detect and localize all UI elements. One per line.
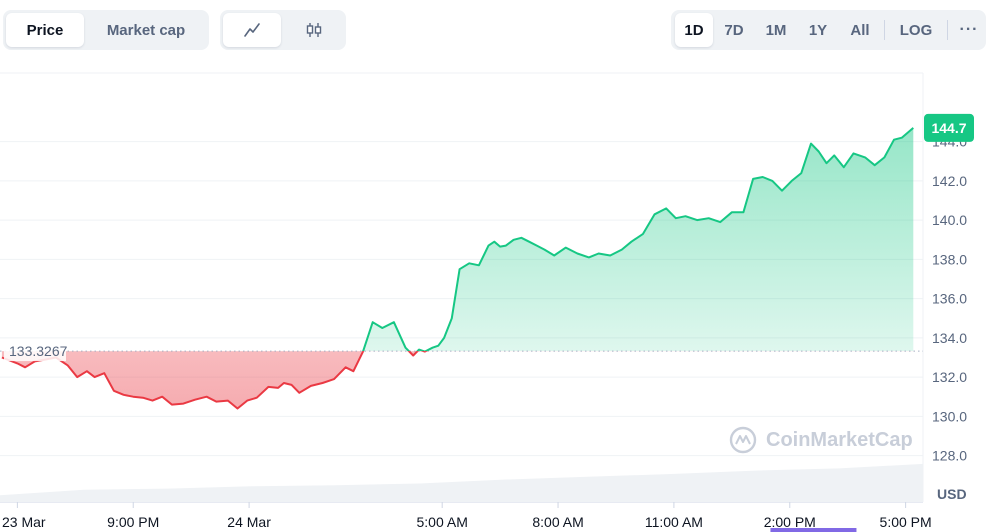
price-chart-svg: CoinMarketCap 128.0 130.0 132.0 134.0 136.0 1… — [0, 72, 974, 532]
line-chart-icon — [244, 23, 260, 37]
candlestick-button[interactable] — [285, 13, 343, 47]
range-7d[interactable]: 7D — [724, 21, 744, 39]
volume-band — [0, 463, 923, 502]
watermark-text: CoinMarketCap — [766, 429, 913, 451]
y-tick-label: 138.0 — [932, 251, 967, 267]
y-tick-label: 130.0 — [932, 408, 967, 424]
x-tick-label: 8:00 AM — [532, 514, 583, 530]
y-unit-label: USD — [937, 486, 967, 502]
view-mode-switch — [220, 10, 346, 50]
area-above-baseline — [363, 127, 914, 352]
y-tick-label: 140.0 — [932, 212, 967, 228]
x-tick-label: 24 Mar — [227, 514, 271, 530]
candlestick-icon — [306, 23, 322, 37]
last-price-badge — [924, 113, 974, 142]
line-chart-button[interactable] — [223, 13, 281, 47]
more-options-button[interactable]: ··· — [959, 21, 979, 38]
tab-price[interactable]: Price — [6, 13, 84, 47]
range-1d[interactable]: 1D — [675, 13, 713, 47]
tab-market-cap[interactable]: Market cap — [106, 21, 186, 39]
range-all[interactable]: All — [850, 21, 870, 39]
y-tick-label: 132.0 — [932, 369, 967, 385]
chart-type-switch: Price Market cap — [3, 10, 209, 50]
y-tick-label: 134.0 — [932, 330, 967, 346]
baseline-label: 133.3267 — [9, 343, 68, 359]
x-tick-label: 5:00 PM — [880, 514, 932, 530]
y-tick-label: 142.0 — [932, 173, 967, 189]
divider — [947, 20, 948, 40]
log-scale-button[interactable]: LOG — [899, 21, 933, 39]
price-chart[interactable]: CoinMarketCap 128.0 130.0 132.0 134.0 136.0 1… — [0, 60, 986, 532]
range-1m[interactable]: 1M — [765, 21, 787, 39]
time-range-switch: 1D 7D 1M 1Y All LOG ··· — [671, 10, 986, 50]
price-line-down — [1, 351, 429, 410]
y-tick-label: 128.0 — [932, 448, 967, 464]
range-1y[interactable]: 1Y — [808, 21, 828, 39]
last-price-label: 144.7 — [931, 120, 966, 136]
area-below-baseline — [1, 351, 914, 409]
range-marker — [770, 528, 857, 532]
chart-toolbar: Price Market cap 1D 7D 1M 1Y All LOG ··· — [0, 0, 986, 60]
watermark: CoinMarketCap — [729, 426, 913, 454]
x-tick-label: 5:00 AM — [417, 514, 468, 530]
x-tick-label: 2:00 PM — [764, 514, 816, 530]
divider — [884, 20, 885, 40]
price-line-up — [362, 127, 914, 352]
x-tick-label: 11:00 AM — [645, 514, 703, 530]
x-tick-label: 23 Mar — [2, 514, 46, 530]
x-tick-label: 9:00 PM — [107, 514, 159, 530]
baseline-label-bg — [4, 341, 66, 362]
y-tick-label: 136.0 — [932, 291, 967, 307]
